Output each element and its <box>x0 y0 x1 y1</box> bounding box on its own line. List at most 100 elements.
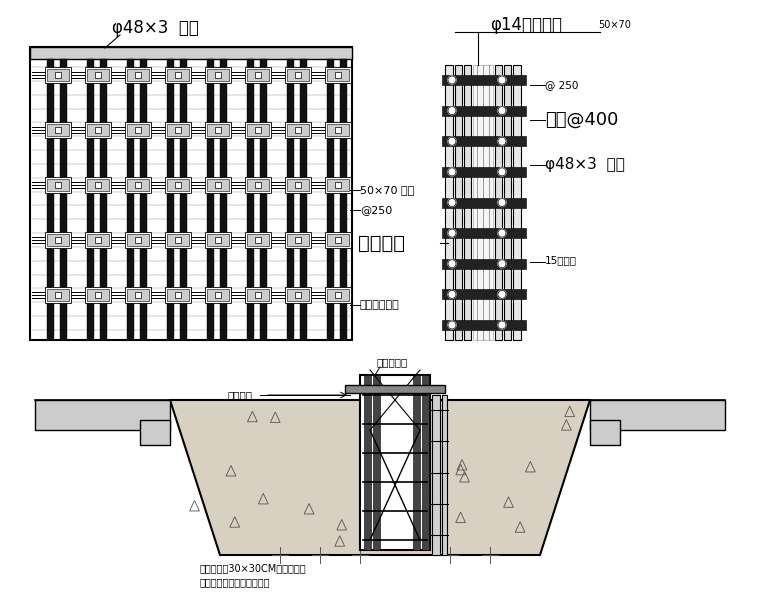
Circle shape <box>498 260 506 268</box>
Bar <box>422 375 429 550</box>
Bar <box>127 124 149 136</box>
Bar <box>360 375 430 550</box>
Bar <box>167 124 189 136</box>
Bar <box>165 232 191 248</box>
Text: 钉管@400: 钉管@400 <box>545 111 619 129</box>
Bar <box>165 177 191 193</box>
Bar <box>247 234 269 246</box>
Bar <box>413 375 420 550</box>
Bar <box>207 59 214 340</box>
Bar <box>442 167 526 177</box>
Bar <box>327 234 349 246</box>
Bar <box>30 47 352 59</box>
Bar <box>175 182 181 188</box>
Bar <box>327 124 349 136</box>
Circle shape <box>448 229 456 237</box>
Bar <box>245 287 271 303</box>
Bar <box>165 67 191 83</box>
Text: @250: @250 <box>360 205 392 215</box>
Bar <box>285 67 311 83</box>
Bar <box>85 67 111 83</box>
Bar <box>140 420 170 445</box>
Bar <box>373 375 380 550</box>
Polygon shape <box>170 400 590 555</box>
Bar <box>220 59 227 340</box>
Bar <box>55 127 61 133</box>
Bar <box>287 289 309 301</box>
Bar <box>95 127 101 133</box>
Bar <box>165 287 191 303</box>
Bar <box>335 237 341 243</box>
Bar <box>47 179 69 191</box>
Bar <box>455 65 462 340</box>
Bar <box>442 320 526 330</box>
Bar <box>205 67 231 83</box>
Circle shape <box>448 76 456 84</box>
Bar <box>590 400 725 430</box>
Bar <box>205 177 231 193</box>
Bar <box>207 234 229 246</box>
Bar <box>442 289 526 299</box>
Bar <box>245 177 271 193</box>
Bar <box>135 127 141 133</box>
Bar <box>135 72 141 78</box>
Bar <box>215 127 221 133</box>
Bar <box>167 69 189 81</box>
Bar <box>287 179 309 191</box>
Circle shape <box>498 107 506 115</box>
Circle shape <box>448 137 456 145</box>
Bar <box>215 182 221 188</box>
Circle shape <box>498 199 506 206</box>
Bar <box>287 69 309 81</box>
Bar <box>45 287 71 303</box>
Bar <box>167 179 189 191</box>
Bar <box>285 232 311 248</box>
Bar <box>55 72 61 78</box>
Bar <box>207 124 229 136</box>
Bar <box>295 237 301 243</box>
Text: @ 250: @ 250 <box>545 80 578 90</box>
Bar <box>335 127 341 133</box>
Bar <box>285 122 311 138</box>
Bar <box>432 395 440 555</box>
Bar <box>215 292 221 298</box>
Bar <box>45 177 71 193</box>
Bar <box>513 65 521 340</box>
Bar <box>495 65 502 340</box>
Bar <box>95 182 101 188</box>
Bar <box>85 287 111 303</box>
Bar <box>175 292 181 298</box>
Bar <box>167 59 174 340</box>
Text: φ14止水螺杆: φ14止水螺杆 <box>490 16 562 34</box>
Text: 50×70 木坊: 50×70 木坊 <box>360 185 414 195</box>
Bar <box>325 232 351 248</box>
Bar <box>247 69 269 81</box>
Bar <box>287 124 309 136</box>
Bar <box>45 122 71 138</box>
Bar <box>327 289 349 301</box>
Bar <box>35 400 170 430</box>
Bar <box>295 292 301 298</box>
Bar <box>45 232 71 248</box>
Bar <box>85 122 111 138</box>
Bar <box>45 67 71 83</box>
Bar <box>364 375 371 550</box>
Bar <box>47 69 69 81</box>
Bar <box>95 292 101 298</box>
Bar <box>325 122 351 138</box>
Bar <box>255 127 261 133</box>
Text: 土防支撞: 土防支撞 <box>227 390 252 400</box>
Bar <box>260 59 267 340</box>
Bar <box>127 179 149 191</box>
Bar <box>287 59 294 340</box>
Bar <box>85 177 111 193</box>
Text: 在害坚上放30×30CM的透气孔，
按处置模板支撞的大小而定: 在害坚上放30×30CM的透气孔， 按处置模板支撞的大小而定 <box>200 563 306 587</box>
Bar <box>180 59 187 340</box>
Bar <box>247 289 269 301</box>
Bar <box>327 179 349 191</box>
Bar <box>95 72 101 78</box>
Bar <box>442 197 526 208</box>
Bar <box>205 122 231 138</box>
Bar <box>327 69 349 81</box>
Bar <box>442 75 526 85</box>
